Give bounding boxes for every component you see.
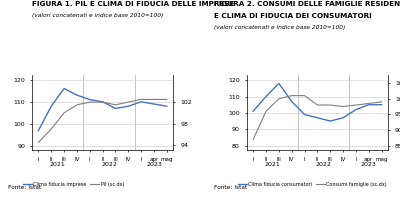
Text: 2023: 2023	[361, 162, 377, 167]
Text: 2022: 2022	[101, 162, 117, 167]
Legend: Clima fiducia imprese, Pil (sc.dx): Clima fiducia imprese, Pil (sc.dx)	[23, 182, 124, 187]
Text: 2023: 2023	[146, 162, 162, 167]
Text: FIGURA 1. PIL E CLIMA DI FIDUCIA DELLE IMPRESE: FIGURA 1. PIL E CLIMA DI FIDUCIA DELLE I…	[32, 1, 234, 7]
Text: (valori concatenati e indice base 2010=100): (valori concatenati e indice base 2010=1…	[32, 13, 163, 18]
Text: Fonte: Istat: Fonte: Istat	[8, 185, 41, 190]
Text: Fonte: Istat: Fonte: Istat	[214, 185, 247, 190]
Text: 2022: 2022	[316, 162, 332, 167]
Text: (valori concatenati e indice base 2010=100): (valori concatenati e indice base 2010=1…	[214, 25, 345, 30]
Legend: Clima fiducia consumatori, Consumi famiglie (sc.dx): Clima fiducia consumatori, Consumi famig…	[238, 182, 387, 187]
Text: 2021: 2021	[50, 162, 66, 167]
Text: 2021: 2021	[264, 162, 280, 167]
Text: FIGURA 2. CONSUMI DELLE FAMIGLIE RESIDENTI: FIGURA 2. CONSUMI DELLE FAMIGLIE RESIDEN…	[214, 1, 400, 7]
Text: E CLIMA DI FIDUCIA DEI CONSUMATORI: E CLIMA DI FIDUCIA DEI CONSUMATORI	[214, 13, 372, 19]
